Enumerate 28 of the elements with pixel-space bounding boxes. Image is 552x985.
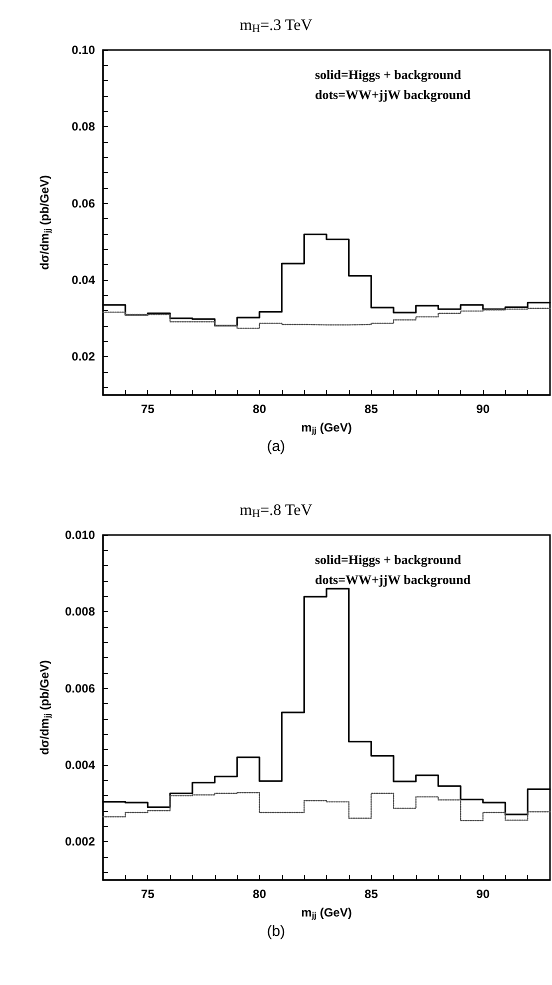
x-tick-label: 80 [252,402,266,416]
x-tick-label: 75 [141,887,155,901]
y-tick-label: 0.08 [72,120,96,134]
y-axis-title: dσ/dmjj (pb/GeV) [38,660,52,755]
y-tick-label: 0.010 [64,528,96,542]
y-tick-label: 0.02 [72,350,96,364]
text: (a) [266,438,286,455]
x-tick-label: 90 [476,402,490,416]
y-tick-label: 0.004 [64,758,96,772]
x-axis-title: mjj (GeV) [301,420,352,435]
x-tick-label: 85 [364,402,378,416]
x-tick-label: 85 [364,887,378,901]
x-tick-label: 90 [476,887,490,901]
x-tick-label: 75 [141,402,155,416]
y-tick-label: 0.10 [72,43,96,57]
y-axis-title: dσ/dmjj (pb/GeV) [38,175,52,270]
annotation: dots=WW+jjW background [315,572,472,587]
y-tick-label: 0.008 [64,604,96,619]
y-tick-label: 0.04 [72,273,96,287]
annotation: dots=WW+jjW background [315,87,472,102]
annotation: solid=Higgs + background [315,67,462,82]
x-axis-title: mjj (GeV) [301,905,352,920]
annotation: solid=Higgs + background [315,552,462,567]
text: (b) [266,923,286,940]
x-tick-label: 80 [252,887,266,901]
y-tick-label: 0.06 [72,196,96,210]
y-tick-label: 0.006 [64,681,96,696]
y-tick-label: 0.002 [64,834,96,849]
